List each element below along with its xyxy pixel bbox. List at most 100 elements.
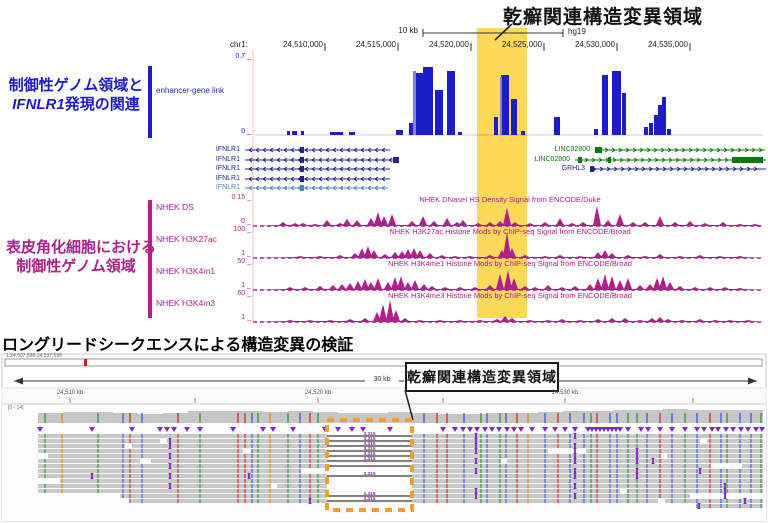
insertion-triangle-marker [562,427,568,432]
insertion-triangle-marker [738,427,744,432]
insertion-triangle-marker [387,427,393,432]
insertion-size-label: 3,315 [363,471,375,477]
insertion-triangle-marker [730,427,736,432]
read-segment [697,504,763,508]
nhek-signal-0 [253,206,763,226]
nhek-track-label-1: NHEK H3K27ac [156,234,217,244]
ruler-coordinate-1: 24,515,000 [355,40,396,49]
nhek-track-title-3: NHEK H3K4me3 Histone Mods by ChIP-seq Si… [388,291,632,300]
gene-label-ifnlr1-1: IFNLR1 [215,156,240,163]
read-segment [38,449,243,453]
enhancer-bar [330,132,343,135]
insertion-triangle-marker [157,427,163,432]
igv-reads-layer [38,433,763,509]
enhancer-bar [409,123,414,135]
nhek-track-label-2: NHEK H3K4m1 [156,266,216,276]
enhancer-bar-light [413,71,416,135]
insertion-triangle-marker [197,427,203,432]
ruler-coordinate-4: 24,530,000 [574,40,615,49]
read-segment [412,479,763,483]
insertion-triangle-marker [511,427,517,432]
insertion-triangle-marker [489,427,495,432]
insertion-triangle-marker [682,427,688,432]
insertion-triangle-marker [745,427,751,432]
enhancer-bar [447,71,455,135]
insertion-triangle-marker [529,427,535,432]
igv-ruler-label-0: 24,510 kb [56,390,84,396]
enhancer-bar [644,127,648,135]
insertion-triangle-marker [701,427,707,432]
read-segment [38,469,300,473]
insertion-triangle-marker [260,427,266,432]
enhancer-bar [423,67,433,135]
insertion-triangle-marker [625,427,631,432]
insertion-triangle-marker [360,427,366,432]
regulatory-genome-label-line2-rest: 発現の関連 [64,96,140,113]
enhancer-bar [667,129,671,135]
read-segment [412,434,763,438]
read-segment [38,484,270,488]
regulatory-genome-label: 制御性ゲノム領域と IFNLR1発現の関連 [6,76,146,114]
enhancer-bar [501,75,509,135]
read-segment [412,484,763,488]
insertion-triangle-marker [171,427,177,432]
assembly-label: hg19 [568,27,586,36]
gene-label-ifnlr1-0: IFNLR1 [215,146,240,153]
insertion-triangle-marker [270,427,276,432]
read-segment [38,464,327,468]
keratinocyte-label-line1: 表皮角化細胞における [6,239,157,256]
read-segment [412,459,500,463]
regulatory-genome-label-line1: 制御性ゲノム領域と [8,77,144,94]
read-segment [38,444,125,448]
enhancer-bar [612,71,621,135]
nhek-axis-top-0: 0.15 _ [231,194,251,201]
insertion-triangle-marker [335,427,341,432]
read-segment [120,494,327,498]
insertion-triangle-marker [518,427,524,432]
read-segment [151,459,327,463]
group-bracket-layer [148,66,152,318]
chromosome-label: chr1: [230,40,248,49]
insertion-triangle-marker [715,427,721,432]
igv-ruler-layer [69,398,694,403]
insertion-triangle-marker [609,427,615,432]
gene-label-ifnlr1-4: IFNLR1 [215,184,240,191]
enhancer-bar [458,132,462,135]
read-segment [742,464,763,468]
enhancer-bar [435,90,443,135]
insertion-triangle-marker [723,427,729,432]
insertion-triangle-marker [638,427,644,432]
insertion-triangle-marker [89,427,95,432]
insertion-triangle-marker [601,427,607,432]
ruler-coordinate-5: 24,535,000 [647,40,688,49]
igv-ruler-label-2: 24,520 kb [304,390,332,396]
nhek-axis-top-1: 100 _ [233,226,251,233]
ifnlr1-gene-name: IFNLR1 [12,96,65,113]
insertion-triangle-marker [669,427,675,432]
read-segment [38,439,160,443]
insertion-triangle-marker [542,427,548,432]
read-segment [38,434,327,438]
igv-coverage-layer [38,409,763,423]
read-segment [412,464,710,468]
igv-ruler-label-4: 24,530 kb [551,390,579,396]
section-title: ロングリードシークエンスによる構造変異の検証 [2,337,354,354]
enhancer-bar-light [500,77,502,135]
enhancer-bar [287,131,290,135]
nhek-axis-top-3: 60 _ [237,290,251,297]
read-segment [38,489,327,493]
insertion-triangle-marker [440,427,446,432]
insertion-triangle-marker [184,427,190,432]
nhek-axis-bottom-2: 1 _ [241,282,251,289]
insertion-triangle-marker [593,427,599,432]
insertion-triangle-marker [164,427,170,432]
sv-callout-box: 乾癬関連構造変異領域 [405,362,559,392]
coverage-histogram [38,409,763,423]
insertion-triangle-marker [597,427,603,432]
read-segment [412,489,620,493]
insertion-size-label: 3,315 [363,451,375,457]
read-segment [60,479,327,483]
nhek-track-label-0: NHEK DS [156,202,194,212]
insertion-triangle-marker [460,427,466,432]
insertion-triangle-marker [129,427,135,432]
